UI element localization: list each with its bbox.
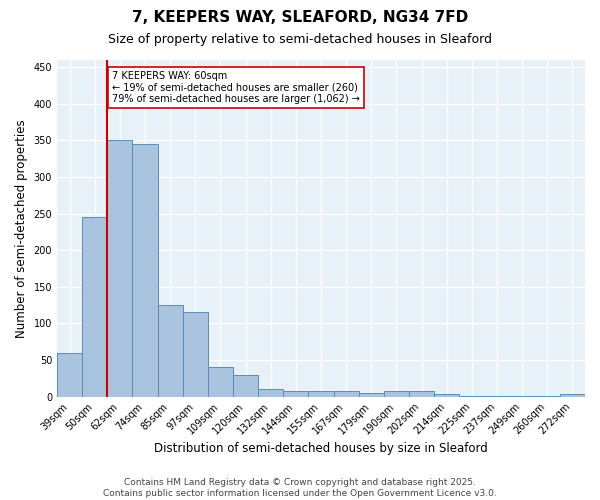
Bar [158,305,183,396]
Bar [334,392,359,396]
Y-axis label: Number of semi-detached properties: Number of semi-detached properties [15,119,28,338]
Bar [107,140,133,396]
Text: 7, KEEPERS WAY, SLEAFORD, NG34 7FD: 7, KEEPERS WAY, SLEAFORD, NG34 7FD [132,10,468,25]
Bar [233,376,258,396]
Bar [133,144,158,397]
Text: Size of property relative to semi-detached houses in Sleaford: Size of property relative to semi-detach… [108,32,492,46]
Bar [359,393,384,396]
Bar [560,394,585,396]
Bar [57,352,82,397]
X-axis label: Distribution of semi-detached houses by size in Sleaford: Distribution of semi-detached houses by … [154,442,488,455]
Bar [82,218,107,396]
Bar [183,312,208,396]
Bar [258,390,283,396]
Text: 7 KEEPERS WAY: 60sqm
← 19% of semi-detached houses are smaller (260)
79% of semi: 7 KEEPERS WAY: 60sqm ← 19% of semi-detac… [112,71,360,104]
Text: Contains HM Land Registry data © Crown copyright and database right 2025.
Contai: Contains HM Land Registry data © Crown c… [103,478,497,498]
Bar [208,368,233,396]
Bar [409,392,434,396]
Bar [308,392,334,396]
Bar [384,392,409,396]
Bar [283,392,308,396]
Bar [434,394,459,396]
